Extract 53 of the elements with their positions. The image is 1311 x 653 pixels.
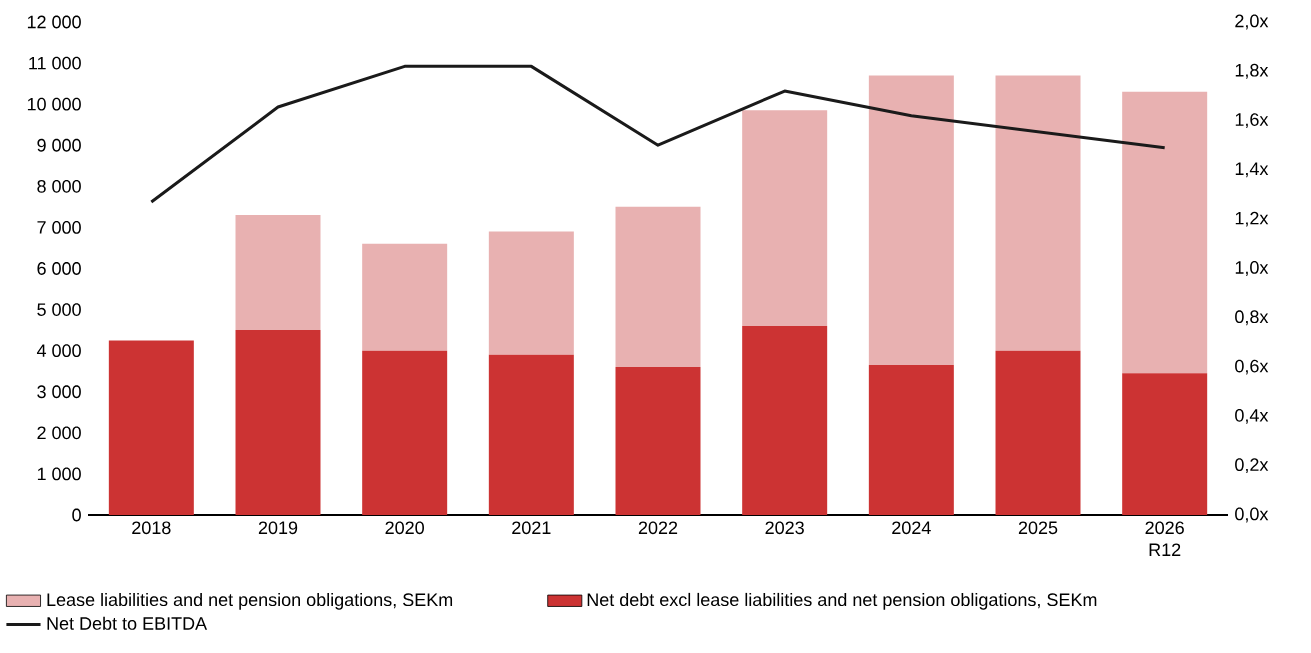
y-tick-label: 9 000	[37, 138, 81, 152]
bar	[1122, 91, 1208, 374]
x-tick-label: 2023	[765, 521, 804, 535]
bar	[868, 75, 954, 366]
x-tick-label: 2024	[892, 521, 931, 535]
y-tick-label: 3 000	[37, 385, 81, 399]
y-tick-label: 0	[72, 508, 81, 522]
y2-tick-label: 1,8x	[1235, 63, 1269, 79]
x-tick-label: 2025	[1018, 521, 1058, 535]
bar	[742, 326, 828, 515]
y-tick-label: 11 000	[29, 56, 81, 70]
bar	[488, 354, 574, 515]
bar	[235, 330, 321, 515]
y2-tick-label: 0,2x	[1235, 458, 1269, 474]
y-tick-label: 12 000	[27, 15, 81, 29]
x-tick-label: 2020	[385, 521, 424, 535]
bar	[1122, 373, 1208, 515]
bar	[615, 367, 701, 515]
y-tick-label: 10 000	[27, 97, 81, 111]
y2-tick-label: 0,8x	[1235, 310, 1269, 326]
y-tick-label: 7 000	[37, 221, 81, 234]
y2-tick-label: 1,2x	[1235, 211, 1269, 227]
legend-label: Net Debt to EBITDA	[47, 616, 208, 630]
y-tick-label: 1 000	[37, 467, 81, 481]
y2-tick-label: 0,4x	[1235, 408, 1269, 424]
bar	[995, 75, 1081, 351]
bar	[362, 350, 448, 515]
y-tick-label: 6 000	[37, 262, 81, 275]
bar	[235, 215, 321, 331]
x-tick-label: 2018	[132, 521, 171, 535]
bar	[362, 243, 448, 351]
y2-tick-label: 0,6x	[1235, 359, 1269, 375]
y-tick-label: 4 000	[36, 344, 81, 358]
bar	[742, 110, 828, 327]
legend-label: Net debt excl lease liabilities and net pension obligations, SEKm	[587, 592, 1097, 610]
bar	[108, 340, 194, 515]
y-tick-label: 2 000	[37, 426, 81, 440]
x-tick-label: 2019	[258, 521, 298, 535]
y2-tick-label: 1,0x	[1235, 261, 1269, 276]
y2-tick-label: 0,0x	[1235, 507, 1269, 523]
y2-tick-label: 1,4x	[1235, 162, 1269, 178]
y2-tick-label: 1,6x	[1235, 113, 1269, 129]
x-tick-label: 2021	[512, 521, 551, 535]
bar	[488, 231, 574, 355]
bar	[868, 365, 954, 515]
bar	[995, 350, 1081, 515]
y-tick-label: 5 000	[37, 303, 81, 316]
bar	[615, 206, 701, 368]
x-tick-label: 2026 R12	[1145, 521, 1184, 556]
y2-tick-label: 2,0x	[1235, 14, 1269, 30]
legend-label: Lease liabilities and net pension obligations, SEKm	[47, 592, 453, 610]
x-tick-label: 2022	[638, 521, 678, 535]
y-tick-label: 8 000	[37, 179, 81, 193]
